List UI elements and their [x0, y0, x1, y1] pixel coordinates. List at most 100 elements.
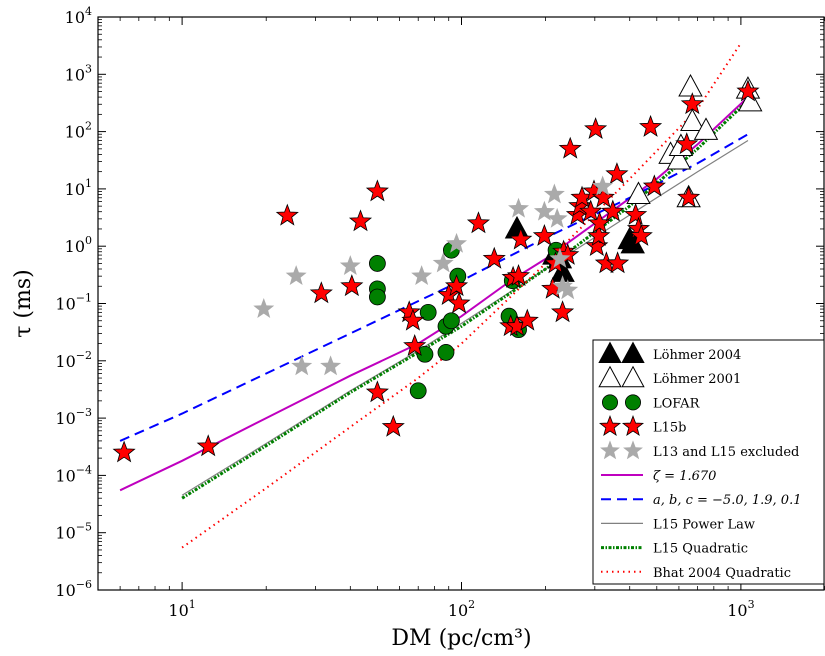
data-point [482, 246, 506, 269]
axis-ticks: 10−6 10−5 10−4 10−3 10−2 10−1 100 101 102 103 104 1… [55, 5, 825, 620]
legend-label: ζ = 1.670 [653, 469, 716, 484]
data-point [515, 308, 539, 331]
data-point [558, 136, 582, 159]
data-point [737, 88, 763, 112]
data-point [557, 279, 579, 300]
data-point [506, 264, 531, 286]
data-point [368, 288, 386, 306]
tick-label: 10−2 [55, 349, 92, 371]
data-point [275, 203, 299, 226]
data-point [196, 434, 220, 457]
legend-label: Löhmer 2004 [653, 348, 741, 363]
data-point [624, 202, 648, 225]
data-point [584, 117, 608, 140]
data-point [401, 308, 425, 331]
data-point [365, 380, 389, 403]
data-point [403, 334, 427, 356]
tick-label: 10−6 [55, 578, 92, 600]
legend-marker [600, 440, 620, 460]
data-point [285, 265, 307, 286]
data-point [552, 275, 574, 296]
data-point [549, 247, 571, 268]
tick-label: 101 [65, 177, 92, 199]
data-point [339, 255, 361, 275]
series-line [119, 96, 749, 492]
data-point [587, 223, 611, 246]
data-point [340, 274, 364, 297]
data-point [447, 291, 471, 314]
tick-label: 10−4 [55, 463, 92, 485]
data-point [532, 223, 556, 246]
data-point [626, 181, 651, 204]
legend-marker [602, 394, 619, 411]
data-point [551, 300, 575, 323]
legend-label: L15b [653, 421, 687, 436]
data-point [601, 199, 625, 222]
tick-label: 104 [65, 5, 92, 27]
data-point [605, 162, 629, 185]
data-point [508, 197, 529, 218]
data-point [409, 382, 427, 400]
data-point [543, 183, 565, 204]
series-line [181, 42, 742, 549]
tick-label: 10−1 [55, 292, 92, 314]
data-point [411, 265, 433, 286]
data-point [639, 114, 663, 137]
data-point [416, 345, 434, 363]
tick-label: 102 [448, 598, 475, 620]
data-point [320, 355, 342, 376]
data-point [677, 185, 701, 208]
legend-marker [598, 341, 622, 364]
data-point [419, 303, 437, 321]
legend-marker [598, 365, 622, 388]
data-point [606, 251, 630, 274]
data-point [666, 146, 692, 170]
data-point [678, 73, 703, 97]
data-point [432, 252, 454, 273]
data-point [112, 440, 136, 463]
series-line [119, 133, 749, 442]
data-point [533, 200, 555, 221]
y-axis-label: τ (ms) [11, 269, 36, 337]
legend-label: L13 and L15 excluded [653, 445, 799, 460]
tick-label: 101 [168, 598, 195, 620]
legend-label: L15 Quadratic [653, 542, 748, 557]
legend-label: a, b, c = −5.0, 1.9, 0.1 [653, 493, 801, 508]
legend-marker [625, 394, 642, 411]
legend-marker [621, 415, 645, 436]
data-point [466, 211, 491, 234]
data-point [736, 79, 760, 102]
data-point [309, 281, 333, 304]
data-point [546, 207, 568, 228]
x-axis-label: DM (pc/cm³) [391, 626, 531, 651]
data-point [253, 298, 275, 318]
data-point [680, 92, 704, 115]
legend: Löhmer 2004 Löhmer 2001 LOFAR L15b L13 and L… [592, 339, 825, 585]
legend-marker [623, 440, 643, 460]
legend-label: Bhat 2004 Quadratic [653, 566, 791, 581]
data-point [446, 232, 468, 253]
legend-marker [621, 365, 645, 388]
legend-label: Löhmer 2001 [653, 372, 741, 387]
data-point [675, 132, 699, 155]
data-point [348, 209, 373, 232]
legend-marker [621, 341, 645, 364]
legend-label: LOFAR [653, 396, 701, 411]
data-point [291, 355, 313, 376]
data-point [442, 312, 460, 330]
tick-label: 103 [727, 598, 754, 620]
data-point [445, 274, 469, 297]
tick-label: 102 [65, 120, 92, 142]
series-line [181, 139, 749, 496]
data-point [642, 174, 666, 197]
data-point [509, 227, 533, 250]
tick-label: 10−5 [55, 521, 92, 543]
legend-label: L15 Power Law [653, 517, 755, 532]
data-point [368, 255, 386, 272]
data-point [680, 108, 705, 132]
data-point [365, 179, 389, 202]
data-point [592, 175, 614, 196]
data-point [381, 414, 405, 437]
data-point [437, 344, 455, 361]
